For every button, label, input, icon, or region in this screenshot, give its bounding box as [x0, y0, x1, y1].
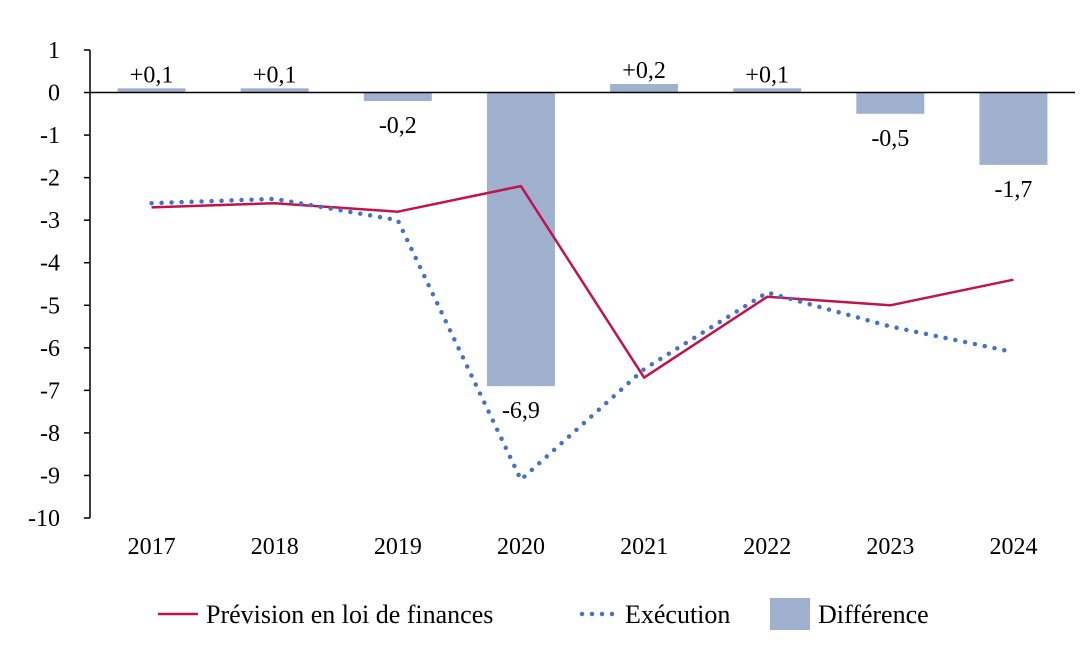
bar-data-label-2022: +0,1	[745, 62, 789, 88]
y-tick-label: -2	[40, 166, 60, 192]
y-tick-label: -8	[40, 421, 60, 447]
x-tick-label-2022: 2022	[743, 534, 791, 560]
legend-label-difference: Différence	[818, 600, 929, 629]
x-tick-label-2021: 2021	[620, 534, 668, 560]
x-tick-label-2018: 2018	[251, 534, 299, 560]
y-tick-label: -3	[40, 208, 60, 234]
bar-data-label-2017: +0,1	[130, 62, 174, 88]
bars-layer	[117, 84, 1048, 387]
bar-difference-2018	[240, 88, 309, 93]
y-tick-label: -5	[40, 293, 60, 319]
bar-data-label-2021: +0,2	[622, 58, 666, 84]
legend-swatch-difference	[770, 598, 810, 630]
bar-data-label-2024: -1,7	[994, 177, 1032, 203]
y-tick-label: -6	[40, 336, 60, 362]
y-tick-label: 0	[48, 81, 60, 107]
bar-difference-2024	[979, 92, 1048, 165]
y-tick-label: -4	[40, 251, 60, 277]
bar-data-label-2020: -6,9	[502, 398, 540, 424]
line-prevision	[151, 184, 1014, 379]
bar-data-label-2019: -0,2	[379, 113, 417, 139]
x-tick-label-2024: 2024	[989, 534, 1037, 560]
lines-layer	[149, 184, 1016, 482]
legend-label-execution: Exécution	[625, 600, 730, 629]
bar-data-label-2023: -0,5	[871, 126, 909, 152]
bar-difference-2021	[610, 84, 679, 93]
bar-difference-2022	[733, 88, 802, 93]
y-tick-label: -9	[40, 463, 60, 489]
x-tick-label-2020: 2020	[497, 534, 545, 560]
x-tick-label-2019: 2019	[374, 534, 422, 560]
legend-label-prevision: Prévision en loi de finances	[206, 600, 493, 629]
y-tick-label: 1	[48, 38, 60, 64]
line-execution	[149, 196, 1016, 482]
x-tick-label-2023: 2023	[866, 534, 914, 560]
y-tick-label: -1	[40, 123, 60, 149]
bar-difference-2017	[117, 88, 186, 93]
x-tick-label-2017: 2017	[128, 534, 176, 560]
y-tick-label: -10	[28, 506, 60, 532]
labels-layer: +0,1 +0,1 -0,2 -6,9 +0,2 +0,1 -0,5 -1,7	[130, 58, 1033, 424]
bar-difference-2020	[486, 92, 555, 387]
y-tick-label: -7	[40, 378, 60, 404]
axes-layer: 1 0 -1 -2 -3 -4 -5 -6 -7 -8 -9 -10 2017 2018 2019 2020 2…	[28, 38, 1075, 560]
bar-data-label-2018: +0,1	[253, 62, 297, 88]
legend: Prévision en loi de finances Exécution D…	[158, 598, 929, 630]
bar-difference-2019	[363, 92, 432, 102]
bar-difference-2023	[856, 92, 925, 114]
